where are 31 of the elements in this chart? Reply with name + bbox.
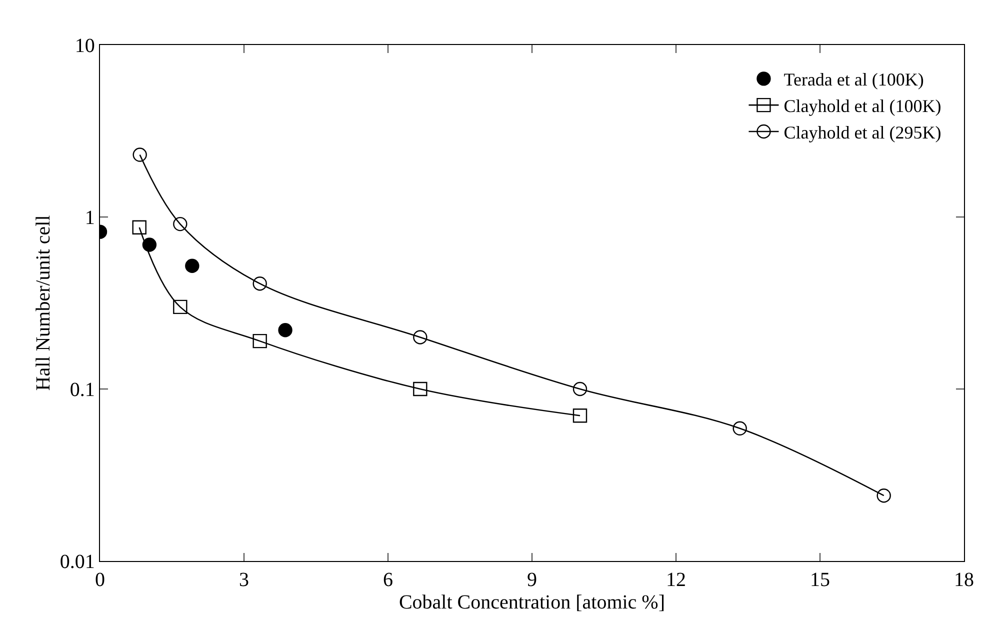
x-tick-label: 3 [239, 569, 249, 592]
point [173, 216, 188, 232]
y-tick-label: 0.01 [60, 551, 95, 573]
x-tick-label: 9 [527, 569, 537, 592]
point [876, 488, 891, 503]
point [413, 330, 428, 344]
point [185, 258, 200, 273]
legend-label: Clayhold et al (295K) [784, 122, 942, 142]
point [278, 323, 292, 338]
point [252, 276, 267, 291]
x-tick-label: 12 [666, 569, 686, 592]
point [732, 421, 747, 436]
x-tick-label: 18 [954, 569, 974, 592]
x-axis-title: Cobalt Concentration [atomic %] [398, 592, 666, 614]
point [252, 334, 267, 348]
x-tick-label: 15 [810, 569, 830, 592]
x-tick-label: 0 [95, 569, 105, 592]
legend-label: Terada et al (100K) [784, 70, 924, 90]
point [173, 300, 188, 314]
point [413, 382, 428, 396]
point [142, 238, 157, 252]
point [132, 148, 147, 162]
y-axis-title: Hall Number/unit cell [32, 214, 54, 391]
point [572, 408, 588, 423]
y-tick-label: 10 [74, 35, 95, 57]
y-tick-label: 1 [84, 207, 95, 229]
legend-label: Clayhold et al (100K) [784, 96, 942, 116]
y-tick-label: 0.1 [70, 379, 95, 401]
x-tick-label: 6 [383, 569, 393, 592]
point [132, 220, 146, 234]
point [572, 382, 588, 396]
